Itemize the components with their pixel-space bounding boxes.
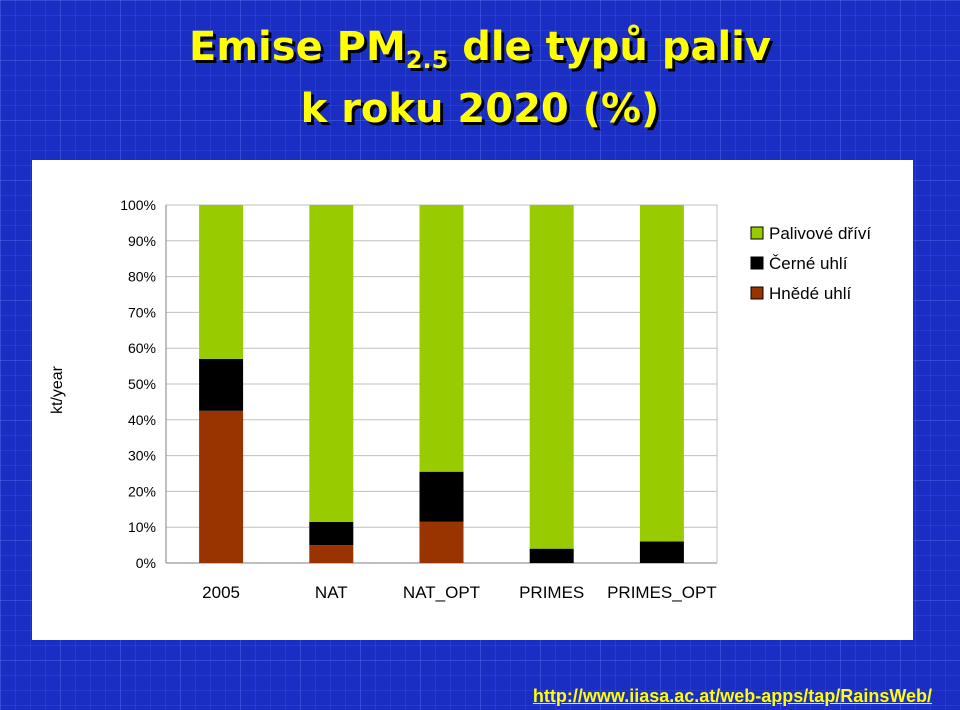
chart-title-line2: k roku 2020 (%) bbox=[300, 86, 660, 132]
bar-segment bbox=[309, 205, 354, 522]
title-subscript: 2.5 bbox=[405, 46, 449, 74]
bar-segment bbox=[199, 358, 244, 411]
x-tick-label: NAT_OPT bbox=[403, 583, 480, 602]
y-tick-label: 0% bbox=[136, 555, 156, 571]
legend-swatch bbox=[750, 226, 764, 240]
y-tick-label: 20% bbox=[128, 483, 156, 499]
bar-segment bbox=[529, 548, 574, 563]
bar-segment bbox=[639, 541, 684, 563]
bar-segment bbox=[639, 205, 684, 542]
y-tick-label: 60% bbox=[128, 340, 156, 356]
x-tick-label: NAT bbox=[315, 583, 348, 602]
bar-segment bbox=[199, 205, 244, 359]
y-tick-label: 80% bbox=[128, 269, 156, 285]
y-tick-label: 30% bbox=[128, 448, 156, 464]
x-tick-label: PRIMES_OPT bbox=[607, 583, 717, 602]
chart-title-line1: Emise PM2.5 dle typů paliv bbox=[0, 24, 960, 74]
y-tick-label: 50% bbox=[128, 376, 156, 392]
y-tick-label: 70% bbox=[128, 304, 156, 320]
y-tick-label: 90% bbox=[128, 233, 156, 249]
legend-swatch bbox=[750, 256, 764, 270]
x-tick-label: PRIMES bbox=[519, 583, 584, 602]
legend-label: Palivové dříví bbox=[769, 224, 871, 243]
bar-segment bbox=[419, 205, 464, 472]
y-tick-label: 100% bbox=[120, 197, 156, 213]
bar-segment bbox=[419, 521, 464, 563]
bar-segment bbox=[309, 521, 354, 546]
x-tick-labels: 2005 NAT NAT_OPT PRIMES PRIMES_OPT bbox=[202, 583, 717, 602]
y-tick-label: 40% bbox=[128, 412, 156, 428]
chart-panel bbox=[32, 160, 913, 640]
legend-label: Černé uhlí bbox=[769, 254, 848, 273]
bar-segment bbox=[199, 410, 244, 563]
title-rest: dle typů paliv bbox=[448, 24, 771, 70]
title-main: Emise PM bbox=[189, 24, 406, 70]
bar-segment bbox=[529, 205, 574, 549]
bars bbox=[199, 205, 684, 563]
x-tick-label: 2005 bbox=[202, 583, 240, 602]
legend-label: Hnědé uhlí bbox=[769, 284, 852, 303]
bar-segment bbox=[419, 471, 464, 522]
y-tick-label: 10% bbox=[128, 519, 156, 535]
legend: Palivové dříví Černé uhlí Hnědé uhlí bbox=[750, 224, 871, 303]
legend-swatch bbox=[750, 286, 764, 300]
bar-segment bbox=[309, 545, 354, 563]
y-tick-labels: 0% 10% 20% 30% 40% 50% 60% 70% 80% 90% 100% bbox=[120, 197, 156, 571]
source-link[interactable]: http://www.iiasa.ac.at/web-apps/tap/Rain… bbox=[532, 686, 932, 706]
